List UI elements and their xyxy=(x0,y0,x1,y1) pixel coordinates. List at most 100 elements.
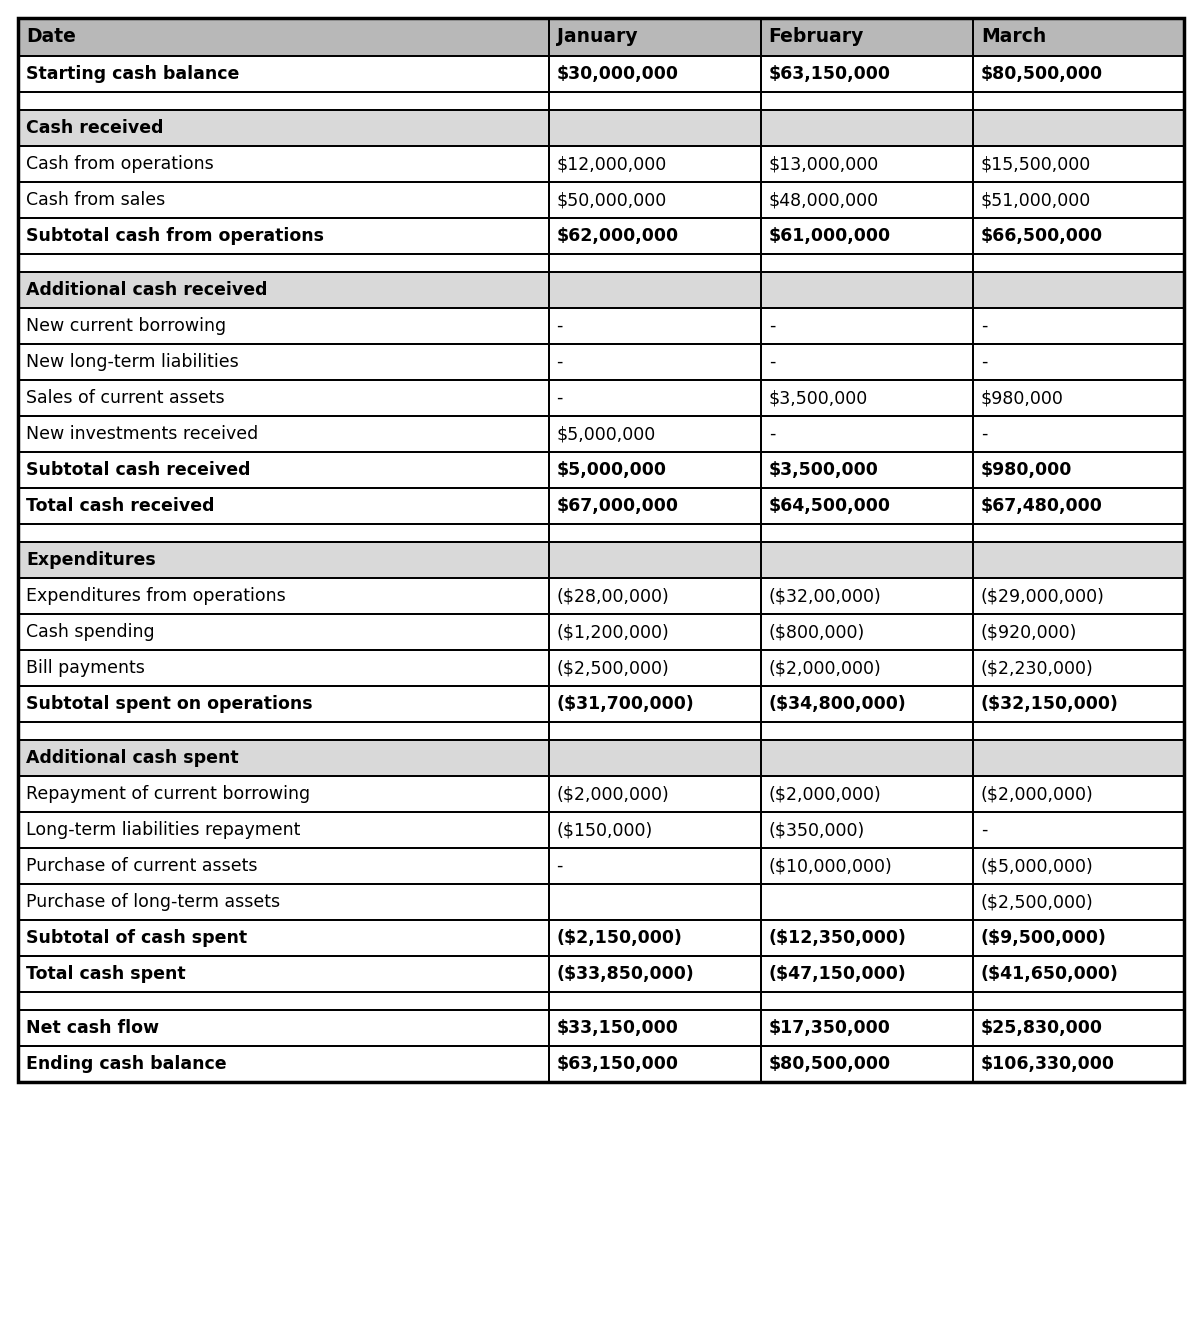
Bar xyxy=(972,254,1184,272)
Bar xyxy=(761,956,972,992)
Text: Repayment of current borrowing: Repayment of current borrowing xyxy=(26,785,310,803)
Bar xyxy=(548,848,761,884)
Bar xyxy=(18,686,548,722)
Bar xyxy=(972,272,1184,309)
Bar xyxy=(18,848,548,884)
Bar xyxy=(548,722,761,739)
Bar xyxy=(18,1011,548,1045)
Text: $67,480,000: $67,480,000 xyxy=(981,497,1102,515)
Text: $106,330,000: $106,330,000 xyxy=(981,1055,1115,1074)
Text: ($150,000): ($150,000) xyxy=(557,821,653,839)
Text: $3,500,000: $3,500,000 xyxy=(769,389,868,407)
Text: $13,000,000: $13,000,000 xyxy=(769,154,879,173)
Bar xyxy=(761,523,972,542)
Bar xyxy=(548,380,761,416)
Text: $980,000: $980,000 xyxy=(981,462,1072,479)
Bar xyxy=(548,650,761,686)
Bar xyxy=(548,992,761,1011)
Text: $48,000,000: $48,000,000 xyxy=(769,191,879,209)
Bar xyxy=(548,542,761,578)
Bar xyxy=(18,848,1184,884)
Text: Purchase of long-term assets: Purchase of long-term assets xyxy=(26,892,280,911)
Bar xyxy=(761,884,972,921)
Bar xyxy=(761,56,972,93)
Bar xyxy=(18,17,1184,1082)
Bar xyxy=(18,183,1184,217)
Text: Long-term liabilities repayment: Long-term liabilities repayment xyxy=(26,821,300,839)
Bar xyxy=(18,722,1184,739)
Bar xyxy=(18,110,548,146)
Text: $15,500,000: $15,500,000 xyxy=(981,154,1091,173)
Text: $25,830,000: $25,830,000 xyxy=(981,1019,1103,1037)
Bar xyxy=(548,812,761,848)
Bar xyxy=(18,183,548,217)
Bar xyxy=(761,739,972,776)
Bar xyxy=(972,416,1184,452)
Bar xyxy=(972,93,1184,110)
Text: Additional cash spent: Additional cash spent xyxy=(26,749,239,768)
Bar xyxy=(18,921,1184,956)
Bar xyxy=(761,17,972,56)
Bar xyxy=(18,739,548,776)
Bar xyxy=(972,739,1184,776)
Bar xyxy=(548,488,761,523)
Bar xyxy=(18,884,548,921)
Text: $5,000,000: $5,000,000 xyxy=(557,425,656,443)
Bar xyxy=(18,272,548,309)
Text: -: - xyxy=(769,425,775,443)
Bar xyxy=(972,1045,1184,1082)
Text: ($920,000): ($920,000) xyxy=(981,623,1077,641)
Text: Purchase of current assets: Purchase of current assets xyxy=(26,858,257,875)
Text: ($800,000): ($800,000) xyxy=(769,623,865,641)
Bar xyxy=(18,344,1184,380)
Text: Sales of current assets: Sales of current assets xyxy=(26,389,225,407)
Bar xyxy=(761,110,972,146)
Text: February: February xyxy=(769,27,864,47)
Text: -: - xyxy=(981,425,987,443)
Bar xyxy=(761,776,972,812)
Bar xyxy=(761,488,972,523)
Bar xyxy=(18,956,1184,992)
Bar xyxy=(761,992,972,1011)
Bar xyxy=(18,542,1184,578)
Text: -: - xyxy=(981,317,987,336)
Bar xyxy=(18,1045,548,1082)
Bar xyxy=(761,848,972,884)
Bar xyxy=(761,452,972,488)
Text: ($2,000,000): ($2,000,000) xyxy=(769,785,881,803)
Bar xyxy=(761,93,972,110)
Bar xyxy=(548,884,761,921)
Bar xyxy=(548,578,761,615)
Bar xyxy=(548,1045,761,1082)
Text: -: - xyxy=(769,353,775,370)
Bar xyxy=(18,452,1184,488)
Bar xyxy=(18,254,548,272)
Bar xyxy=(18,776,1184,812)
Bar xyxy=(18,56,1184,93)
Bar xyxy=(761,578,972,615)
Text: Net cash flow: Net cash flow xyxy=(26,1019,159,1037)
Bar xyxy=(18,578,548,615)
Bar xyxy=(18,416,1184,452)
Text: -: - xyxy=(981,821,987,839)
Bar xyxy=(18,254,1184,272)
Bar xyxy=(761,344,972,380)
Bar xyxy=(548,452,761,488)
Bar xyxy=(972,615,1184,650)
Bar xyxy=(548,956,761,992)
Bar xyxy=(548,309,761,344)
Bar xyxy=(18,884,1184,921)
Bar xyxy=(972,650,1184,686)
Text: ($33,850,000): ($33,850,000) xyxy=(557,965,695,982)
Text: $80,500,000: $80,500,000 xyxy=(769,1055,891,1074)
Bar xyxy=(972,848,1184,884)
Bar xyxy=(761,921,972,956)
Text: $80,500,000: $80,500,000 xyxy=(981,64,1103,83)
Bar xyxy=(972,812,1184,848)
Text: -: - xyxy=(557,317,563,336)
Bar xyxy=(972,110,1184,146)
Text: ($350,000): ($350,000) xyxy=(769,821,865,839)
Bar xyxy=(548,686,761,722)
Bar xyxy=(972,146,1184,183)
Text: Expenditures: Expenditures xyxy=(26,552,156,569)
